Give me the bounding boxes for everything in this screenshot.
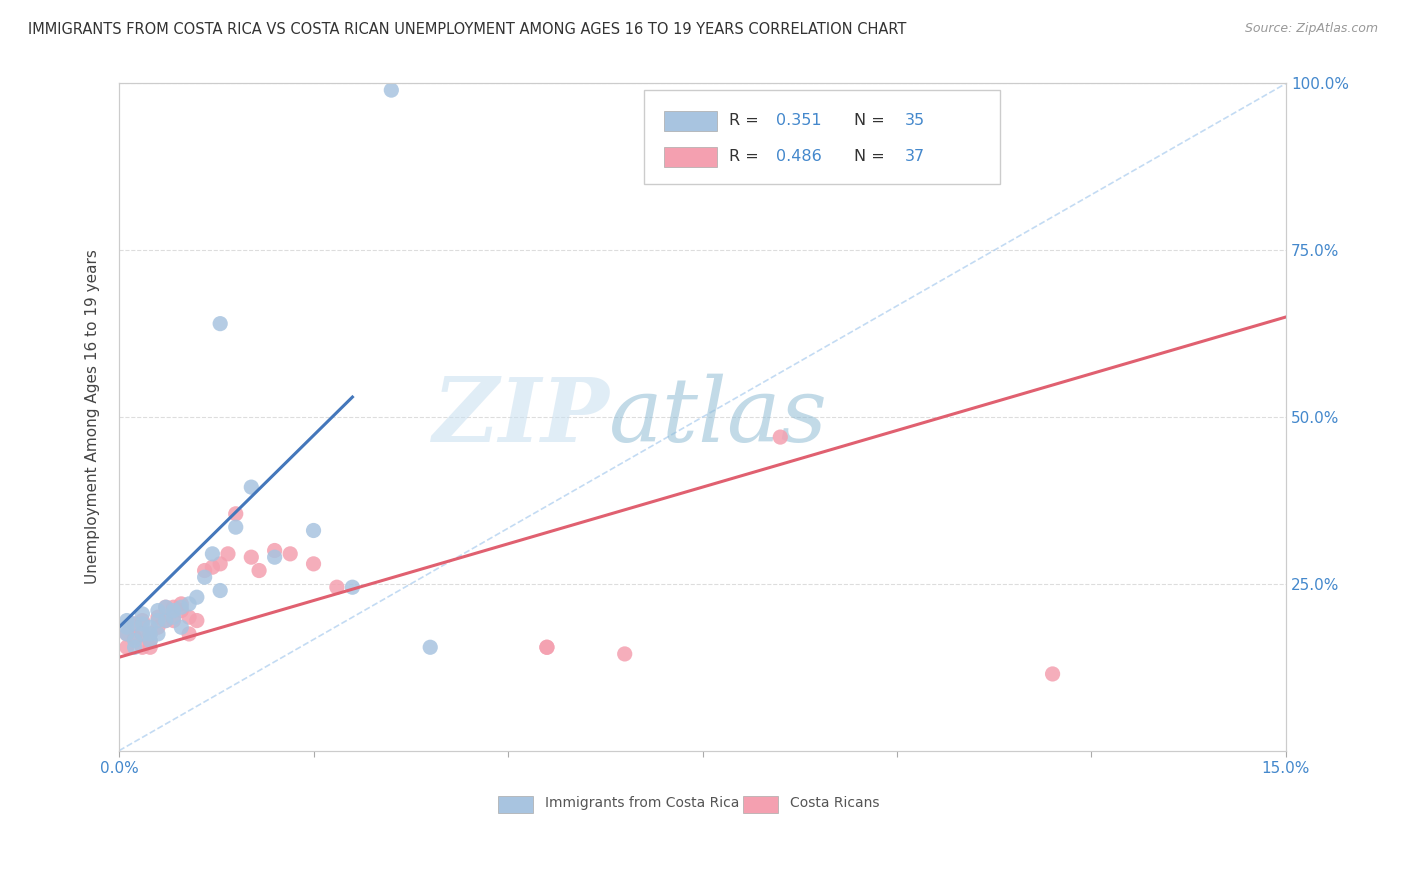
Point <box>139 633 162 648</box>
Text: R =: R = <box>730 113 765 128</box>
Point <box>201 547 224 561</box>
Point <box>139 633 162 648</box>
Point <box>247 564 270 578</box>
Point <box>115 627 138 641</box>
Point <box>170 620 193 634</box>
Point <box>124 616 146 631</box>
Text: N =: N = <box>855 149 884 164</box>
Point <box>139 640 162 655</box>
Point <box>419 640 441 655</box>
Text: 37: 37 <box>904 149 925 164</box>
Text: Costa Ricans: Costa Ricans <box>790 797 880 811</box>
Point <box>124 633 146 648</box>
Point <box>225 507 247 521</box>
Point <box>536 640 558 655</box>
Point <box>278 547 301 561</box>
Point <box>217 547 239 561</box>
Point <box>177 597 200 611</box>
Point <box>342 580 364 594</box>
FancyBboxPatch shape <box>744 796 779 813</box>
Point <box>115 627 138 641</box>
Point <box>170 600 193 615</box>
FancyBboxPatch shape <box>664 147 717 167</box>
FancyBboxPatch shape <box>644 90 1000 184</box>
Point <box>177 610 200 624</box>
Point <box>240 550 263 565</box>
Point <box>155 614 177 628</box>
Point <box>131 640 153 655</box>
Point <box>162 614 184 628</box>
Point <box>131 607 153 621</box>
Point <box>124 616 146 631</box>
Point <box>194 564 217 578</box>
Point <box>115 640 138 655</box>
Point <box>225 520 247 534</box>
Point <box>209 317 232 331</box>
Point <box>769 430 792 444</box>
Point <box>139 627 162 641</box>
Point <box>170 597 193 611</box>
Point <box>170 603 193 617</box>
Text: 0.486: 0.486 <box>776 149 821 164</box>
Text: ZIP: ZIP <box>433 374 609 460</box>
Point <box>186 591 208 605</box>
Point <box>131 616 153 631</box>
Point <box>131 627 153 641</box>
Point <box>131 614 153 628</box>
Point <box>209 557 232 571</box>
Text: N =: N = <box>855 113 884 128</box>
Point <box>613 647 636 661</box>
Point <box>201 560 224 574</box>
Point <box>155 600 177 615</box>
Text: 0.351: 0.351 <box>776 113 821 128</box>
Point <box>146 603 169 617</box>
Y-axis label: Unemployment Among Ages 16 to 19 years: Unemployment Among Ages 16 to 19 years <box>86 250 100 584</box>
Point <box>1042 667 1064 681</box>
Point <box>162 603 184 617</box>
Point <box>263 550 285 565</box>
FancyBboxPatch shape <box>664 111 717 131</box>
Point <box>139 627 162 641</box>
Text: Immigrants from Costa Rica: Immigrants from Costa Rica <box>546 797 740 811</box>
Text: IMMIGRANTS FROM COSTA RICA VS COSTA RICAN UNEMPLOYMENT AMONG AGES 16 TO 19 YEARS: IMMIGRANTS FROM COSTA RICA VS COSTA RICA… <box>28 22 907 37</box>
Point <box>155 614 177 628</box>
Point <box>146 614 169 628</box>
Point <box>302 557 325 571</box>
Point <box>177 627 200 641</box>
Point <box>263 543 285 558</box>
Point <box>162 610 184 624</box>
Text: 35: 35 <box>904 113 925 128</box>
Point <box>209 583 232 598</box>
Point <box>146 610 169 624</box>
Point <box>536 640 558 655</box>
Point <box>380 83 402 97</box>
Point <box>146 620 169 634</box>
Point <box>302 524 325 538</box>
Point <box>186 614 208 628</box>
Point <box>131 627 153 641</box>
Text: R =: R = <box>730 149 765 164</box>
Point <box>124 640 146 655</box>
Point <box>326 580 349 594</box>
Point <box>115 614 138 628</box>
Text: Source: ZipAtlas.com: Source: ZipAtlas.com <box>1244 22 1378 36</box>
FancyBboxPatch shape <box>498 796 533 813</box>
Point <box>115 620 138 634</box>
Point <box>240 480 263 494</box>
Point <box>194 570 217 584</box>
Point <box>146 627 169 641</box>
Text: atlas: atlas <box>609 374 828 460</box>
Point <box>124 630 146 644</box>
Point <box>162 600 184 615</box>
Point <box>139 620 162 634</box>
Point <box>155 600 177 615</box>
